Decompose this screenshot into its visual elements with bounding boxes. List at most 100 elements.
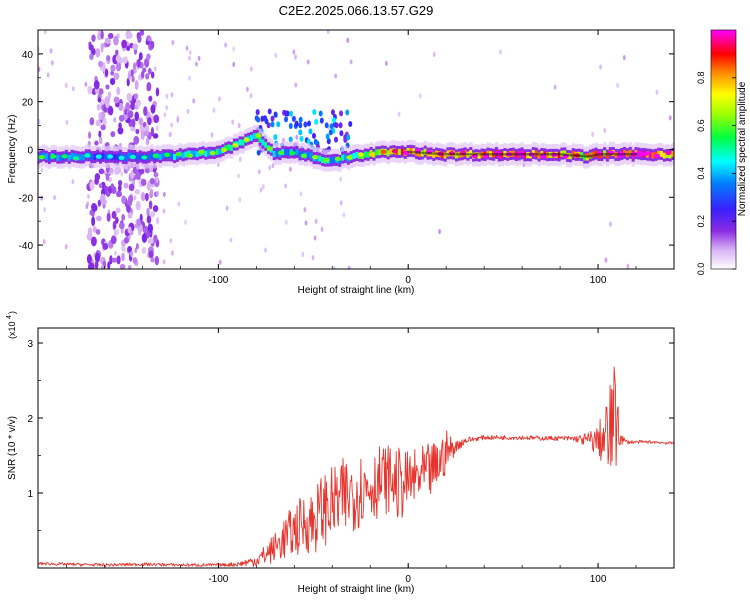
- spectrogram-ridge-layer: [38, 124, 674, 172]
- spectrogram-ridge-core: [275, 150, 280, 157]
- spectrogram-noise-dot: [301, 251, 305, 257]
- spectrogram-noise-dot: [120, 171, 124, 177]
- spectrogram-noise-dot: [97, 60, 104, 68]
- spectrogram-scatter-dot: [329, 123, 334, 130]
- spectrogram-noise-dot: [71, 86, 75, 92]
- spectrogram-y-tick-label: 40: [22, 50, 34, 61]
- spectrogram-ridge-peak: [441, 152, 444, 156]
- spectrogram-ridge-peak: [427, 151, 430, 155]
- spectrogram-ridge-peak: [447, 153, 450, 156]
- spectrogram-noise-dot: [132, 257, 138, 264]
- spectrogram-ridge-core: [218, 148, 223, 155]
- spectrogram-ridge-peak: [526, 153, 530, 156]
- spectrogram-ridge-core: [338, 157, 342, 164]
- spectrogram-noise-dot: [38, 66, 41, 72]
- spectrogram-ridge-core: [571, 151, 576, 158]
- spectrogram-ridge-core: [628, 149, 633, 156]
- spectrogram-noise-dot: [97, 88, 104, 96]
- spectrogram-noise-dot: [162, 259, 166, 265]
- spectrogram-noise-dot: [257, 169, 261, 175]
- spectrogram-ridge-cell: [323, 157, 330, 163]
- spectrogram-noise-dot: [121, 252, 125, 262]
- spectrogram-noise-dot: [268, 165, 272, 171]
- spectrogram-noise-dot: [112, 220, 117, 231]
- spectrogram-ridge-core: [343, 153, 348, 160]
- spectrogram-noise-dot: [133, 195, 137, 201]
- spectrogram-scatter-dot: [348, 121, 353, 128]
- spectrogram-ridge-core: [386, 150, 391, 157]
- spectrogram-ridge-core: [432, 151, 436, 158]
- spectrogram-scatter-dot: [256, 149, 261, 156]
- spectrogram-ridge-peak: [518, 153, 521, 156]
- spectrogram-noise-dot: [212, 107, 216, 113]
- spectrogram-scatter-dot: [291, 115, 296, 122]
- spectrogram-ridge-peak: [492, 153, 496, 156]
- spectrogram-ridge-core: [187, 150, 191, 157]
- spectrogram-noise-dot: [144, 192, 149, 202]
- spectrogram-ridge-core: [195, 151, 200, 158]
- spectrogram-noise-dot: [148, 238, 154, 244]
- spectrogram-noise-dot: [604, 257, 608, 263]
- spectrogram-noise-dot: [115, 54, 121, 63]
- spectrogram-noise-dot: [123, 236, 130, 244]
- spectrogram-noise-dot: [232, 46, 236, 52]
- spectrogram-noise-dot: [98, 130, 102, 138]
- spectrogram-noise-dot: [238, 197, 242, 203]
- spectrogram-ridge-peak: [407, 150, 410, 154]
- spectrogram-ridge-core: [363, 151, 368, 158]
- spectrogram-noise-dot: [135, 171, 141, 180]
- spectrogram-x-ticks: -100 0 100: [66, 30, 675, 286]
- snr-panel: 3 2 1 -100 0 100 Height of straight line (km…: [6, 311, 675, 595]
- spectrogram-ridge-core: [252, 132, 257, 139]
- chart-title: C2E2.2025.066.13.57.G29: [279, 3, 434, 18]
- spectrogram-y-ticks: 40 20 0 -20 -40: [19, 50, 674, 252]
- spectrogram-noise-dot: [141, 246, 147, 255]
- spectrogram-noise-dot: [98, 168, 105, 175]
- spectrogram-ridge-core: [70, 152, 74, 159]
- spectrogram-noise-dot: [294, 54, 297, 60]
- spectrogram-ridge-core: [418, 150, 422, 157]
- spectrogram-ridge-cell: [380, 149, 387, 155]
- spectrogram-ridge-peak: [532, 153, 536, 156]
- spectrogram-ridge-peak: [435, 152, 439, 155]
- spectrogram-noise-dot: [107, 261, 111, 269]
- spectrogram-noise-dot: [113, 228, 118, 237]
- spectrogram-ridge-core: [662, 152, 667, 159]
- spectrogram-noise-dot: [195, 61, 198, 67]
- spectrogram-ridge-peak: [600, 153, 604, 156]
- spectrogram-ridge-core: [47, 155, 52, 162]
- spectrogram-ridge-core: [375, 149, 379, 156]
- spectrogram-ridge-peak: [632, 153, 635, 156]
- spectrogram-ridge-core: [537, 152, 542, 159]
- spectrogram-noise-dot: [93, 80, 100, 90]
- spectrogram-noise-dot: [349, 59, 353, 65]
- spectrogram-noise-dot: [127, 246, 132, 253]
- spectrogram-noise-dot: [89, 53, 94, 60]
- spectrogram-noise-dot: [105, 38, 111, 45]
- spectrogram-scatter-dot: [343, 134, 348, 141]
- spectrogram-scatter-dot: [294, 120, 299, 127]
- spectrogram-noise-dot: [259, 187, 263, 193]
- spectrogram-noise-dot: [150, 40, 155, 49]
- spectrogram-noise-dot: [153, 66, 157, 72]
- spectrogram-noise-dot: [123, 182, 129, 189]
- spectrogram-ridge-peak: [461, 153, 464, 156]
- spectrogram-noise-dot: [163, 112, 167, 118]
- spectrogram-scatter-dot: [288, 122, 293, 129]
- spectrogram-ridge-core: [272, 151, 277, 158]
- spectrogram-noise-dot: [655, 89, 659, 95]
- spectrogram-noise-dot: [115, 207, 121, 213]
- spectrogram-noise-dot: [137, 34, 142, 43]
- spectrogram-noise-dot: [127, 264, 132, 269]
- spectrogram-ridge-core: [147, 153, 151, 160]
- snr-y-scale-exponent: 4: [6, 315, 13, 319]
- spectrogram-scatter-dot: [298, 129, 303, 136]
- spectrogram-noise-dot: [332, 266, 336, 269]
- spectrogram-noise-dot: [119, 263, 126, 269]
- spectrogram-noise-dot: [218, 96, 221, 102]
- spectrogram-noise-dot: [143, 130, 149, 137]
- spectrogram-ridge-core: [67, 154, 72, 161]
- spectrogram-ridge-core: [136, 154, 140, 161]
- spectrogram-ridge-cell: [266, 146, 273, 151]
- spectrogram-ridge-core: [261, 139, 265, 146]
